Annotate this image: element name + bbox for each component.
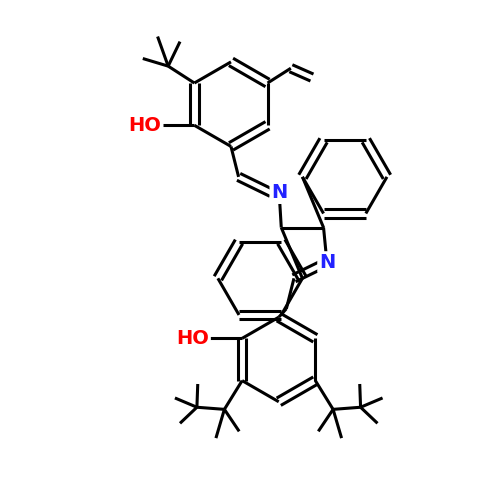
Text: N: N bbox=[319, 253, 335, 272]
Text: HO: HO bbox=[128, 116, 162, 135]
Text: N: N bbox=[271, 184, 287, 203]
Text: HO: HO bbox=[176, 329, 209, 348]
